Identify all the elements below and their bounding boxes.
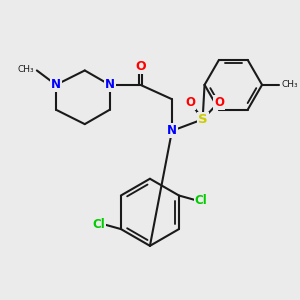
Text: N: N — [51, 78, 61, 91]
Text: Cl: Cl — [195, 194, 207, 207]
Text: Cl: Cl — [92, 218, 105, 231]
Text: CH₃: CH₃ — [281, 80, 298, 89]
Text: O: O — [185, 96, 195, 109]
Text: CH₃: CH₃ — [17, 65, 34, 74]
Text: O: O — [135, 60, 146, 73]
Text: N: N — [105, 78, 115, 91]
Text: S: S — [198, 113, 208, 126]
Text: O: O — [214, 96, 224, 109]
Text: N: N — [167, 124, 177, 137]
